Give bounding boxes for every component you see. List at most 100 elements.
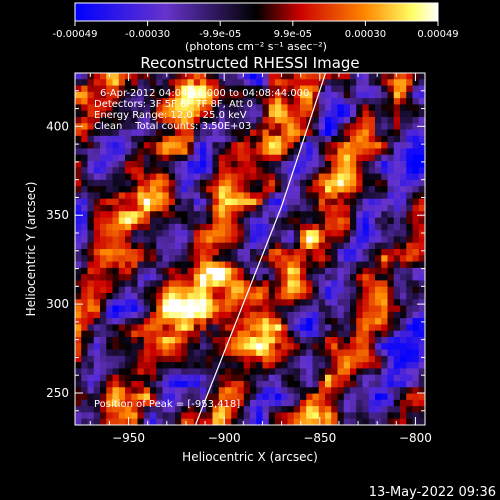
heatmap-cell [187,399,195,407]
heatmap-cell [356,305,364,313]
heatmap-cell [268,79,276,87]
heatmap-cell [212,148,220,156]
heatmap-cell [156,230,164,238]
heatmap-cell [237,324,245,332]
heatmap-cell [125,186,132,194]
heatmap-cell [175,311,182,319]
heatmap-cell [225,236,232,244]
heatmap-cell [100,98,107,106]
heatmap-cell [137,286,145,294]
heatmap-cell [75,217,82,225]
heatmap-cell [143,330,151,338]
heatmap-cell [412,98,420,106]
heatmap-cell [137,330,145,338]
heatmap-cell [106,135,114,143]
heatmap-cell [343,161,351,168]
heatmap-cell [337,249,345,256]
heatmap-cell [218,161,226,168]
heatmap-cell [106,230,114,238]
heatmap-cell [268,148,276,156]
heatmap-cell [175,236,182,244]
heatmap-cell [325,173,332,181]
heatmap-cell [150,399,157,407]
heatmap-cell [362,167,370,175]
heatmap-cell [281,418,289,425]
heatmap-cell [350,192,357,200]
heatmap-cell [237,167,245,175]
heatmap-cell [306,393,314,401]
heatmap-cell [125,337,132,344]
heatmap-cell [287,337,295,344]
heatmap-cell [187,293,195,300]
heatmap-cell [350,393,357,401]
heatmap-cell [162,399,170,407]
heatmap-cell [387,142,395,150]
heatmap-cell [312,217,320,225]
heatmap-cell [112,318,120,326]
heatmap-cell [400,286,407,294]
heatmap-cell [368,98,376,106]
heatmap-cell [362,343,370,351]
heatmap-cell [112,148,120,156]
heatmap-cell [256,117,264,124]
heatmap-cell [243,381,251,388]
heatmap-cell [368,230,376,238]
heatmap-cell [81,91,89,99]
heatmap-cell [418,79,425,87]
heatmap-cell [275,104,282,112]
heatmap-cell [412,192,420,200]
heatmap-cell [137,211,145,219]
heatmap-cell [293,186,301,194]
heatmap-cell [387,381,395,388]
heatmap-cell [306,249,314,256]
heatmap-cell [150,249,157,256]
heatmap-cell [250,192,257,200]
heatmap-cell [168,261,176,269]
heatmap-cell [281,299,289,307]
heatmap-cell [225,330,232,338]
heatmap-cell [368,217,376,225]
heatmap-cell [343,98,351,106]
heatmap-cell [281,161,289,168]
heatmap-cell [100,261,107,269]
heatmap-cell [156,311,164,319]
heatmap-cell [181,142,189,150]
heatmap-cell [356,135,364,143]
heatmap-cell [412,123,420,131]
heatmap-cell [218,230,226,238]
heatmap-cell [325,374,332,382]
heatmap-cell [187,85,195,93]
heatmap-cell [412,267,420,275]
heatmap-cell [81,418,89,425]
heatmap-cell [231,79,239,87]
heatmap-cell [175,399,182,407]
heatmap-cell [287,261,295,269]
heatmap-cell [137,381,145,388]
heatmap-cell [412,406,420,414]
heatmap-cell [256,362,264,370]
heatmap-cell [256,242,264,250]
heatmap-cell [343,406,351,414]
heatmap-cell [206,318,214,326]
heatmap-cell [212,173,220,181]
heatmap-cell [312,135,320,143]
heatmap-cell [75,311,82,319]
heatmap-cell [150,349,157,357]
heatmap-cell [256,412,264,420]
heatmap-cell [112,230,120,238]
heatmap-cell [143,261,151,269]
heatmap-cell [350,355,357,363]
heatmap-cell [231,393,239,401]
heatmap-cell [81,286,89,294]
heatmap-cell [275,362,282,370]
heatmap-cell [131,198,139,206]
heatmap-cell [112,299,120,307]
heatmap-cell [125,205,132,212]
heatmap-cell [87,318,95,326]
heatmap-cell [125,179,132,187]
heatmap-cell [143,368,151,376]
heatmap-cell [350,154,357,162]
heatmap-cell [237,299,245,307]
heatmap-cell [87,406,95,414]
heatmap-cell [343,142,351,150]
